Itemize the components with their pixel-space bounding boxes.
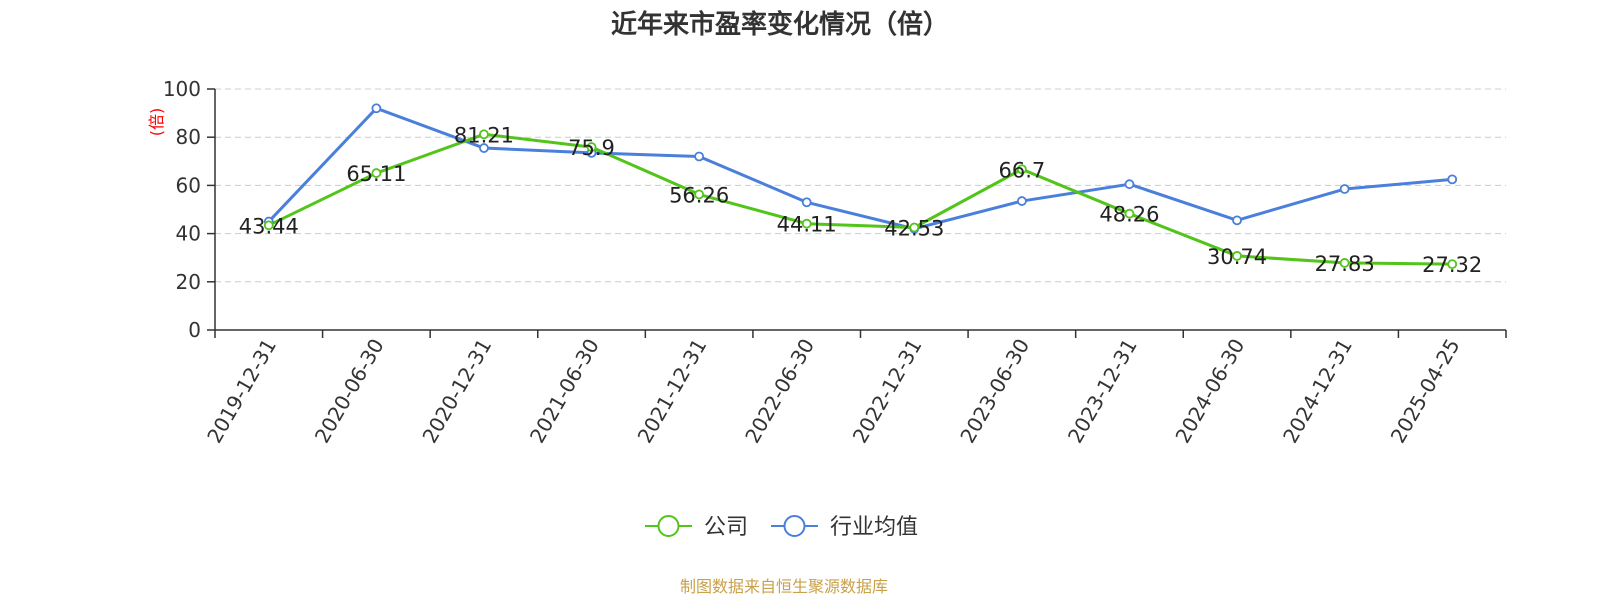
data-point-1 [1016, 196, 1027, 206]
x-tick-label: 2020-12-31 [417, 335, 496, 448]
data-point-1 [694, 151, 705, 162]
legend-item-0[interactable]: 公司 [645, 515, 748, 540]
data-point-0 [263, 220, 274, 231]
data-label: 75.9 [568, 136, 615, 160]
data-point-1 [1339, 184, 1350, 194]
series-line-0 [268, 132, 1453, 266]
source-note: 制图数据来自恒生聚源数据库 [680, 577, 888, 596]
data-label: 65.11 [346, 162, 406, 186]
data-points [263, 103, 1458, 270]
data-label: 56.26 [669, 183, 729, 207]
data-label: 44.11 [777, 213, 837, 237]
data-point-1 [371, 103, 382, 114]
grid-lines [215, 88, 1506, 283]
data-point-0 [479, 129, 489, 140]
data-label: 30.74 [1207, 245, 1267, 269]
data-point-1 [479, 143, 489, 153]
legend-item-1[interactable]: 行业均值 [771, 515, 918, 540]
x-tick-label: 2025-04-25 [1386, 335, 1465, 448]
y-axis-label: (倍) [147, 108, 166, 137]
data-point-1 [1447, 174, 1458, 185]
series-lines [267, 106, 1453, 266]
data-point-0 [909, 222, 920, 233]
legend-label: 行业均值 [830, 515, 918, 540]
data-point-0 [801, 218, 812, 229]
y-tick-label: 80 [176, 125, 201, 149]
x-tick-label: 2022-06-30 [740, 335, 819, 448]
data-point-0 [1232, 251, 1242, 261]
data-point-1 [1124, 179, 1135, 190]
y-tick-label: 60 [176, 173, 201, 197]
data-label: 48.26 [1099, 203, 1159, 227]
chart-title: 近年来市盈率变化情况（倍） [611, 9, 949, 40]
x-tick-label: 2023-06-30 [955, 335, 1034, 448]
data-point-1 [1232, 215, 1242, 226]
x-tick-label: 2021-06-30 [525, 335, 604, 448]
y-tick-label: 20 [176, 270, 201, 294]
data-point-0 [371, 168, 382, 178]
x-tick-label: 2020-06-30 [310, 335, 389, 448]
x-tick-label: 2019-12-31 [202, 335, 281, 448]
data-label: 81.21 [454, 123, 514, 147]
data-label: 27.83 [1315, 252, 1375, 276]
legend[interactable]: 公司 行业均值 [645, 515, 918, 540]
data-point-0 [1339, 258, 1350, 268]
data-point-0 [586, 142, 597, 152]
data-point-0 [1016, 164, 1027, 175]
axes: 0 20 40 60 80 100 2019-12-31 2020-06-30 2020-12-… [163, 77, 1507, 448]
y-tick-label: 100 [163, 77, 201, 101]
x-tick-label: 2023-12-31 [1063, 335, 1142, 448]
x-tick-label: 2021-12-31 [633, 335, 712, 448]
legend-label: 公司 [704, 515, 748, 540]
series-line-1 [267, 106, 1453, 231]
data-label: 43.44 [239, 214, 299, 238]
data-point-1 [801, 197, 812, 208]
data-label: 27.32 [1422, 253, 1482, 277]
data-point-0 [1124, 208, 1135, 219]
legend-marker [657, 515, 680, 537]
x-tick-label: 2022-12-31 [848, 335, 927, 448]
x-tick-label: 2024-12-31 [1278, 335, 1357, 448]
data-labels: 43.44 65.11 81.21 75.9 56.26 44.11 42.53 66.7 48… [239, 123, 1483, 277]
legend-marker [783, 515, 806, 537]
x-tick-label: 2024-06-30 [1170, 335, 1249, 448]
y-tick-label: 40 [176, 222, 201, 246]
y-tick-label: 0 [188, 318, 201, 342]
data-point-0 [1447, 259, 1458, 270]
data-label: 42.53 [884, 217, 944, 241]
data-label: 66.7 [998, 158, 1045, 182]
data-point-0 [694, 189, 705, 200]
